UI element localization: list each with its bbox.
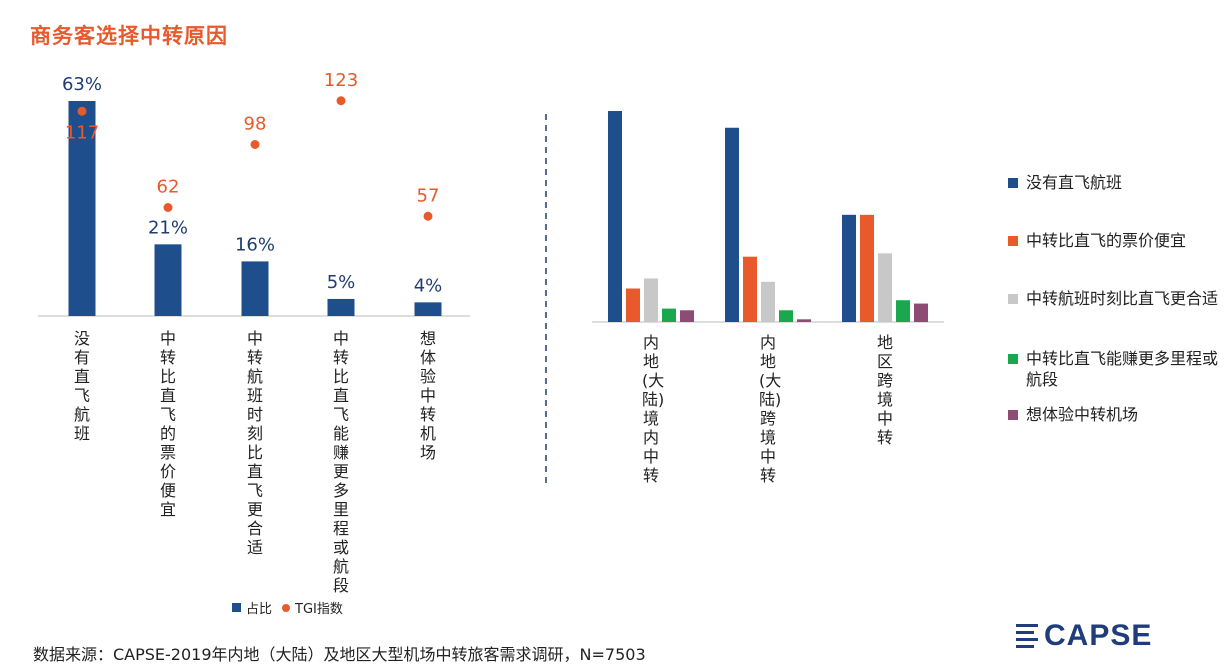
share-bar [414,302,442,316]
group-bar [878,253,892,322]
legend-label: 中转比直飞能赚更多里程或航段 [1026,349,1219,389]
tgi-dot [336,96,346,106]
group-bar [662,308,676,322]
group-bar [725,127,739,322]
capse-logo: CAPSE [1016,619,1152,653]
legend-item: 中转比直飞的票价便宜 [1008,230,1223,251]
legend-swatch-tgi [282,603,291,612]
legend-label: 中转比直飞的票价便宜 [1026,231,1187,250]
logo-text: CAPSE [1044,619,1153,652]
legend-label-tgi: TGI指数 [295,602,343,617]
left-category-label: 中转航班时刻比直飞更合适 [246,329,263,557]
right-category-label: 地区跨境中转 [876,333,893,447]
group-bar [608,111,622,322]
page-title: 商务客选择中转原因 [30,24,228,48]
legend-item: 中转比直飞能赚更多里程或航段 [1008,348,1223,390]
tgi-dot [423,211,433,221]
group-bar [860,214,874,322]
legend-swatch [1008,410,1018,420]
tgi-value-label: 57 [417,185,440,206]
group-bar [779,310,793,322]
group-bar [896,300,910,322]
share-value-label: 16% [235,234,275,255]
logo-lines-icon [1016,624,1038,648]
tgi-value-label: 98 [244,114,267,135]
legend-item: 中转航班时刻比直飞更合适 [1008,288,1223,309]
tgi-dot [163,203,173,212]
left-category-label: 中转比直飞的票价便宜 [159,329,176,519]
tgi-value-label: 123 [324,70,358,91]
group-bar [914,303,928,322]
legend-swatch [1008,236,1018,246]
legend-item: 想体验中转机场 [1008,404,1223,425]
group-bar [743,256,757,322]
legend-label: 中转航班时刻比直飞更合适 [1026,289,1219,308]
group-bar [761,281,775,322]
tgi-value-label: 117 [65,122,99,143]
source-note: 数据来源：CAPSE-2019年内地（大陆）及地区大型机场中转旅客需求调研，N=… [33,645,646,664]
legend-swatch [1008,354,1018,364]
legend-swatch [1008,294,1018,304]
group-bar [797,319,811,322]
left-category-label: 中转比直飞能赚更多里程或航段 [332,329,349,595]
group-bar [680,310,694,322]
share-value-label: 63% [62,74,102,95]
share-value-label: 21% [148,217,188,238]
legend-item: 没有直飞航班 [1008,172,1223,193]
legend-swatch-share [232,603,241,612]
right-category-label: 内地(大陆)跨境中转 [759,333,782,485]
legend-item-tgi: TGI指数 [282,598,343,617]
tgi-dot [250,140,260,149]
tgi-dot [77,106,87,116]
share-bar [241,261,269,316]
share-bar [154,244,182,316]
share-bar [68,101,96,316]
legend-label-share: 占比 [246,602,273,617]
group-bar [626,288,640,322]
left-category-label: 想体验中转机场 [419,329,436,462]
legend-item-share: 占比 [232,598,272,617]
group-bar [842,214,856,322]
tgi-value-label: 62 [157,177,180,198]
legend-label: 没有直飞航班 [1026,173,1123,192]
left-legend: 占比 TGI指数 [232,598,343,617]
share-value-label: 5% [327,272,356,293]
share-value-label: 4% [414,275,443,296]
group-bar [644,278,658,322]
right-category-label: 内地(大陆)境内中转 [642,333,665,485]
legend-label: 想体验中转机场 [1026,405,1139,424]
left-category-label: 没有直飞航班 [73,329,90,443]
legend-swatch [1008,178,1018,188]
share-bar [327,298,355,316]
